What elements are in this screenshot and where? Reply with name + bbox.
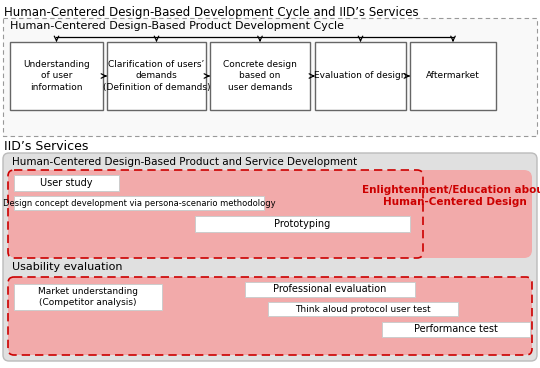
Text: Human-Centered Design-Based Development Cycle and IID’s Services: Human-Centered Design-Based Development … bbox=[4, 6, 418, 19]
Text: Human-Centered Design-Based Product Development Cycle: Human-Centered Design-Based Product Deve… bbox=[10, 21, 344, 31]
Bar bbox=[410, 42, 496, 110]
FancyBboxPatch shape bbox=[8, 277, 532, 355]
Text: Market understanding
(Competitor analysis): Market understanding (Competitor analysi… bbox=[38, 287, 138, 307]
Text: Aftermarket: Aftermarket bbox=[426, 71, 480, 81]
Text: Professional evaluation: Professional evaluation bbox=[273, 284, 387, 294]
Bar bbox=[14, 196, 264, 210]
Text: Prototyping: Prototyping bbox=[274, 219, 330, 229]
Bar bbox=[382, 322, 530, 337]
Bar bbox=[315, 42, 406, 110]
Text: Performance test: Performance test bbox=[414, 325, 498, 335]
Text: Design concept development via persona-scenario methodology: Design concept development via persona-s… bbox=[3, 198, 275, 208]
Text: Human-Centered Design-Based Product and Service Development: Human-Centered Design-Based Product and … bbox=[12, 157, 357, 167]
Text: Think aloud protocol user test: Think aloud protocol user test bbox=[295, 304, 431, 314]
Bar bbox=[3, 18, 537, 136]
Bar bbox=[14, 284, 162, 310]
Bar bbox=[210, 42, 310, 110]
Text: Clarification of users’
demands
(Definition of demands): Clarification of users’ demands (Definit… bbox=[103, 60, 210, 92]
FancyBboxPatch shape bbox=[8, 170, 532, 258]
Text: Concrete design
based on
user demands: Concrete design based on user demands bbox=[223, 60, 297, 92]
Text: Understanding
of user
information: Understanding of user information bbox=[23, 60, 90, 92]
Text: Enlightenment/Education about
Human-Centered Design: Enlightenment/Education about Human-Cent… bbox=[362, 185, 540, 207]
Bar bbox=[195, 216, 410, 232]
Bar bbox=[107, 42, 206, 110]
Bar bbox=[10, 42, 103, 110]
Bar bbox=[245, 282, 415, 297]
Bar bbox=[14, 175, 119, 191]
Text: Usability evaluation: Usability evaluation bbox=[12, 262, 123, 272]
Text: IID’s Services: IID’s Services bbox=[4, 140, 89, 153]
Text: Evaluation of design: Evaluation of design bbox=[314, 71, 407, 81]
Bar bbox=[268, 302, 458, 316]
FancyBboxPatch shape bbox=[3, 153, 537, 361]
Text: User study: User study bbox=[40, 178, 92, 188]
